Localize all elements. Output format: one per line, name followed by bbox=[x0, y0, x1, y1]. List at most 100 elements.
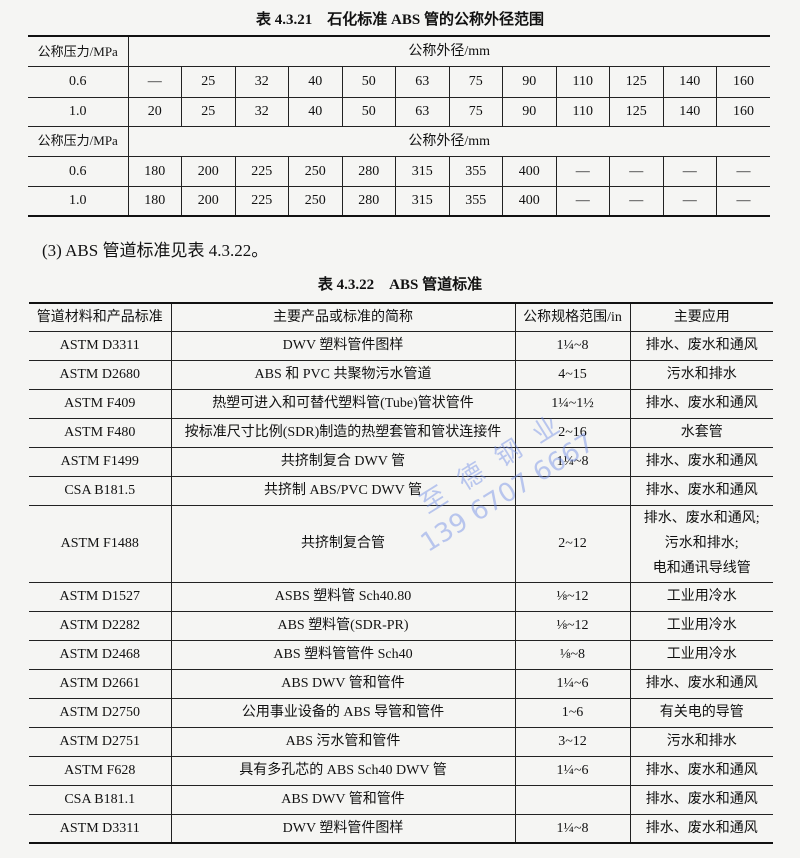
diameter-cell: 400 bbox=[502, 155, 557, 187]
standard-cell: ASTM F409 bbox=[29, 388, 172, 419]
size-range-cell: 1¼~1½ bbox=[514, 388, 631, 419]
diameter-cell: 90 bbox=[502, 96, 557, 127]
diameter-cell: 250 bbox=[288, 185, 343, 217]
size-range-cell: ⅛~8 bbox=[514, 639, 631, 670]
size-range-cell: 2~16 bbox=[514, 417, 631, 448]
table-row: ASTM D3311 DWV 塑料管件图样 1¼~8 排水、废水和通风 bbox=[29, 813, 773, 844]
application-cell: 排水、废水和通风 bbox=[629, 475, 773, 506]
standard-cell: ASTM F1488 bbox=[29, 504, 172, 583]
size-range-cell: ⅛~12 bbox=[514, 610, 631, 641]
standard-cell: ASTM F480 bbox=[29, 417, 172, 448]
product-cell: ASBS 塑料管 Sch40.80 bbox=[170, 581, 516, 612]
application-cell: 污水和排水 bbox=[629, 359, 773, 390]
diameter-cell: 355 bbox=[448, 185, 503, 217]
application-cell: 排水、废水和通风 bbox=[629, 755, 773, 786]
diameter-cell: 400 bbox=[502, 185, 557, 217]
diameter-header: 公称外径/mm bbox=[127, 125, 770, 157]
diameter-cell: 250 bbox=[288, 155, 343, 187]
size-range-cell: 1¼~6 bbox=[514, 668, 631, 699]
diameter-cell: — bbox=[662, 185, 717, 217]
product-cell: 具有多孔芯的 ABS Sch40 DWV 管 bbox=[170, 755, 516, 786]
product-cell: 公用事业设备的 ABS 导管和管件 bbox=[170, 697, 516, 728]
table1-row: 0.6—25 32 40 50 63 75 90 110 125 140 160 bbox=[28, 65, 770, 98]
diameter-cell: 160 bbox=[716, 96, 770, 127]
diameter-cell: — bbox=[555, 185, 610, 217]
standard-cell: CSA B181.5 bbox=[29, 475, 172, 506]
pressure-cell: 1.0 bbox=[28, 185, 129, 217]
size-range-cell bbox=[514, 784, 631, 815]
table1-row: 1.0 180 200 225 250 280 315 355 400— — — — bbox=[28, 185, 770, 217]
diameter-cell: 315 bbox=[395, 155, 450, 187]
table-row: ASTM D3311 DWV 塑料管件图样 1¼~8 排水、废水和通风 bbox=[29, 330, 773, 361]
diameter-cell: 355 bbox=[448, 155, 503, 187]
diameter-cell: 75 bbox=[448, 96, 503, 127]
application-cell: 工业用冷水 bbox=[629, 639, 773, 670]
application-cell: 排水、废水和通风 bbox=[629, 784, 773, 815]
diameter-cell: 140 bbox=[662, 96, 717, 127]
application-cell: 污水和排水 bbox=[629, 726, 773, 757]
product-cell: ABS 和 PVC 共聚物污水管道 bbox=[170, 359, 516, 390]
product-cell: DWV 塑料管件图样 bbox=[170, 813, 516, 844]
application-cell: 排水、废水和通风 bbox=[629, 813, 773, 844]
diameter-cell: — bbox=[716, 155, 770, 187]
table-row: ASTM F409 热塑可进入和可替代塑料管(Tube)管状管件 1¼~1½ 排水、废… bbox=[29, 388, 773, 419]
application-cell: 排水、废水和通风; 污水和排水; 电和通讯导线管 bbox=[629, 504, 773, 583]
diameter-cell: 63 bbox=[395, 65, 450, 98]
table-row: ASTM F1488 共挤制复合管 2~12 排水、废水和通风; 污水和排水; 电和通… bbox=[29, 504, 773, 583]
table-row: ASTM D2661 ABS DWV 管和管件 1¼~6 排水、废水和通风 bbox=[29, 668, 773, 699]
table1-row: 1.0 20 25 32 40 50 63 75 90 110 125 140 160 bbox=[28, 96, 770, 127]
diameter-cell: 32 bbox=[234, 65, 289, 98]
size-range-cell bbox=[514, 475, 631, 506]
table-row: ASTM D2750 公用事业设备的 ABS 导管和管件 1~6 有关电的导管 bbox=[29, 697, 773, 728]
standard-cell: ASTM D2468 bbox=[29, 639, 172, 670]
pipe-diameter-table: 公称压力/MPa 公称外径/mm 0.6—25 32 40 50 63 75 90 110 125 1… bbox=[28, 35, 770, 217]
diameter-cell: 110 bbox=[555, 96, 610, 127]
product-cell: ABS DWV 管和管件 bbox=[170, 668, 516, 699]
size-range-cell: 2~12 bbox=[514, 504, 631, 583]
diameter-cell: 20 bbox=[127, 96, 182, 127]
standard-cell: ASTM D1527 bbox=[29, 581, 172, 612]
abs-standards-table: 管道材料和产品标准 主要产品或标准的简称 公称规格范围/in 主要应用 ASTM D33… bbox=[29, 302, 773, 844]
size-range-cell: 1¼~8 bbox=[514, 330, 631, 361]
standard-cell: ASTM D2661 bbox=[29, 668, 172, 699]
table2-caption: 表 4.3.22 ABS 管道标准 bbox=[317, 277, 483, 293]
table-row: CSA B181.1 ABS DWV 管和管件 排水、废水和通风 bbox=[29, 784, 773, 815]
standard-cell: ASTM F1499 bbox=[29, 446, 172, 477]
application-cell: 排水、废水和通风 bbox=[629, 668, 773, 699]
table-row: ASTM D2680 ABS 和 PVC 共聚物污水管道 4~15 污水和排水 bbox=[29, 359, 773, 390]
application-cell: 工业用冷水 bbox=[629, 581, 773, 612]
size-range-cell: 1~6 bbox=[514, 697, 631, 728]
diameter-cell: 280 bbox=[341, 155, 396, 187]
application-cell: 排水、废水和通风 bbox=[629, 388, 773, 419]
diameter-cell: 160 bbox=[716, 65, 770, 98]
diameter-header: 公称外径/mm bbox=[127, 35, 770, 67]
diameter-cell: 110 bbox=[555, 65, 610, 98]
table1-header-row: 公称压力/MPa 公称外径/mm bbox=[28, 35, 770, 67]
pressure-cell: 1.0 bbox=[28, 96, 129, 127]
diameter-cell: — bbox=[555, 155, 610, 187]
diameter-cell: — bbox=[609, 155, 664, 187]
size-range-cell: 1¼~8 bbox=[514, 446, 631, 477]
size-range-cell: 1¼~6 bbox=[514, 755, 631, 786]
application-cell: 工业用冷水 bbox=[629, 610, 773, 641]
diameter-cell: — bbox=[609, 185, 664, 217]
column-header: 公称规格范围/in bbox=[514, 302, 631, 332]
diameter-cell: 200 bbox=[181, 155, 236, 187]
size-range-cell: 3~12 bbox=[514, 726, 631, 757]
diameter-cell: 125 bbox=[609, 65, 664, 98]
pressure-header: 公称压力/MPa bbox=[28, 35, 129, 67]
table1-caption: 表 4.3.21 石化标准 ABS 管的公称外径范围 bbox=[256, 12, 544, 28]
table-row: CSA B181.5 共挤制 ABS/PVC DWV 管 排水、废水和通风 bbox=[29, 475, 773, 506]
product-cell: ABS 塑料管(SDR-PR) bbox=[170, 610, 516, 641]
table-row: ASTM D2468 ABS 塑料管管件 Sch40 ⅛~8 工业用冷水 bbox=[29, 639, 773, 670]
diameter-cell: 50 bbox=[341, 96, 396, 127]
table-row: ASTM D2282 ABS 塑料管(SDR-PR) ⅛~12 工业用冷水 bbox=[29, 610, 773, 641]
product-cell: 热塑可进入和可替代塑料管(Tube)管状管件 bbox=[170, 388, 516, 419]
standard-cell: ASTM D2680 bbox=[29, 359, 172, 390]
application-cell: 有关电的导管 bbox=[629, 697, 773, 728]
diameter-cell: 32 bbox=[234, 96, 289, 127]
product-cell: 共挤制复合管 bbox=[170, 504, 516, 583]
standard-cell: CSA B181.1 bbox=[29, 784, 172, 815]
table-row: ASTM D1527 ASBS 塑料管 Sch40.80 ⅛~12 工业用冷水 bbox=[29, 581, 773, 612]
